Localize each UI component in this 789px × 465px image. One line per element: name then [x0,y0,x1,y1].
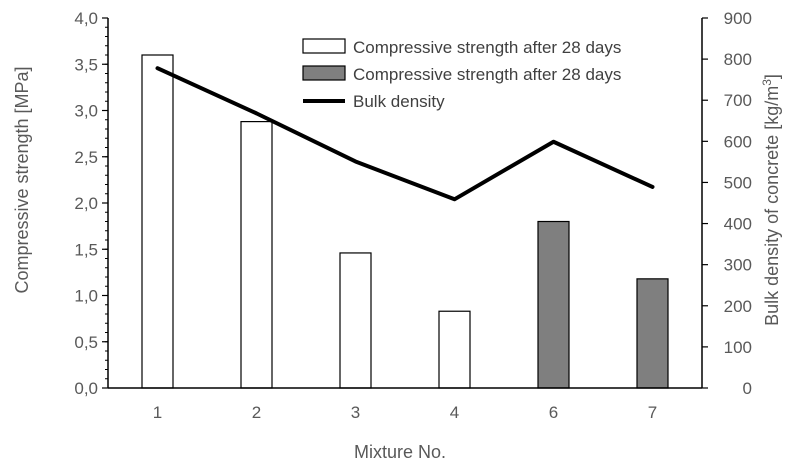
legend-swatch [302,38,346,54]
y-axis-title: Compressive strength [MPa] [12,66,32,293]
legend-label: Compressive strength after 28 days [353,38,621,57]
x-tick-label: 7 [648,403,657,422]
y2-tick-label: 100 [724,338,752,357]
legend-label: Compressive strength after 28 days [353,65,621,84]
y-tick-label: 0,0 [74,379,98,398]
y2-tick-label: 900 [724,9,752,28]
y-tick-label: 0,5 [74,333,98,352]
x-tick-label: 6 [549,403,558,422]
y2-title-sup: 3 [760,79,774,86]
bars [141,54,669,389]
y-tick-label: 2,0 [74,194,98,213]
y2-axis-title: Bulk density of concrete [kg/m3] [760,74,782,326]
y2-tick-label: 600 [724,132,752,151]
y-tick-label: 3,5 [74,55,98,74]
y2-title-part: ] [762,74,782,79]
line-series [155,66,655,202]
y-tick-label: 1,5 [74,240,98,259]
bar [636,278,669,389]
legend-label: Bulk density [353,92,445,111]
y2-title-part: Bulk density of concrete [kg/m [762,86,782,326]
y2-tick-label: 400 [724,215,752,234]
legend-swatch [302,65,346,81]
x-tick-label: 3 [351,403,360,422]
bar [438,310,471,389]
y2-tick-label: 0 [743,379,752,398]
bar [537,220,570,389]
bar [339,252,372,389]
bar [141,54,174,389]
y-tick-label: 2,5 [74,148,98,167]
y2-tick-label: 200 [724,297,752,316]
left-axis-ticks: 0,0 0,5 1,0 1,5 2,0 2,5 3,0 3,5 4,0 [74,9,108,398]
y-tick-label: 4,0 [74,9,98,28]
bulk-density-line [155,66,655,202]
y2-tick-label: 700 [724,91,752,110]
y2-tick-label: 300 [724,256,752,275]
y-tick-label: 3,0 [74,102,98,121]
bar [240,120,273,389]
axes [107,18,703,389]
x-tick-label: 1 [153,403,162,422]
x-axis-title: Mixture No. [354,442,446,462]
legend: Compressive strength after 28 days Compre… [302,38,621,111]
y-tick-label: 1,0 [74,287,98,306]
y2-tick-label: 800 [724,50,752,69]
x-tick-label: 4 [450,403,459,422]
x-tick-label: 2 [252,403,261,422]
y2-tick-label: 500 [724,173,752,192]
x-axis-ticks: 1 2 3 4 6 7 [153,403,657,422]
right-axis-ticks: 0 100 200 300 400 500 600 700 800 900 [702,9,752,398]
